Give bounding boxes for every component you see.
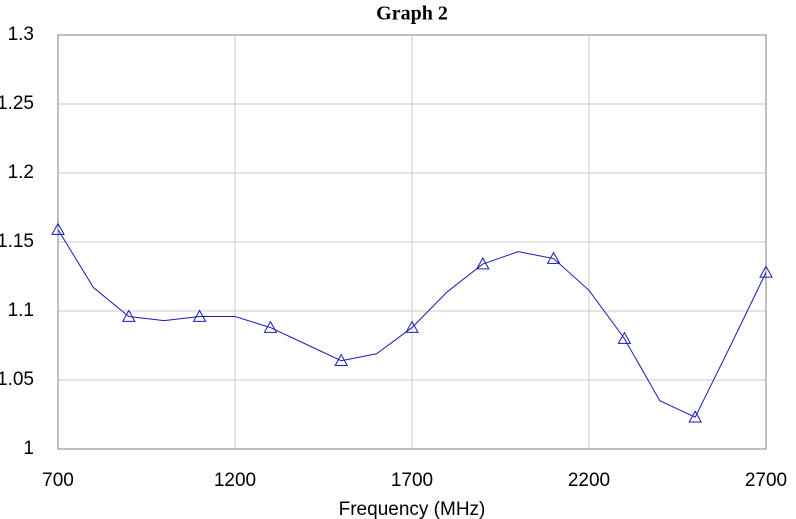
x-tick-label: 700	[42, 470, 74, 491]
data-line	[57, 229, 767, 418]
x-tick-label: 1200	[214, 470, 256, 491]
data-marker	[263, 320, 278, 333]
y-tick-label: 1.15	[0, 231, 34, 252]
data-marker	[121, 309, 136, 322]
data-marker	[688, 410, 703, 423]
y-tick-label: 1.3	[8, 24, 34, 45]
x-axis-label: Frequency (MHz)	[339, 499, 486, 519]
y-tick-label: 1.2	[8, 162, 34, 183]
y-tick-label: 1.25	[0, 93, 34, 114]
data-marker	[405, 320, 419, 333]
data-marker	[334, 353, 349, 366]
data-marker	[546, 251, 561, 264]
data-marker	[51, 222, 65, 235]
data-marker	[617, 331, 632, 344]
data-marker	[192, 309, 207, 322]
chart-title: Graph 2	[376, 3, 448, 25]
x-tick-label: 1700	[391, 470, 433, 491]
x-tick-label: 2200	[568, 470, 610, 491]
y-tick-label: 1	[23, 438, 34, 459]
data-marker	[475, 257, 490, 270]
y-tick-label: 1.1	[8, 300, 34, 321]
y-tick-label: 1.05	[0, 369, 34, 390]
plot-frame	[57, 34, 767, 450]
x-tick-label: 2700	[745, 470, 787, 491]
data-marker	[759, 265, 773, 278]
